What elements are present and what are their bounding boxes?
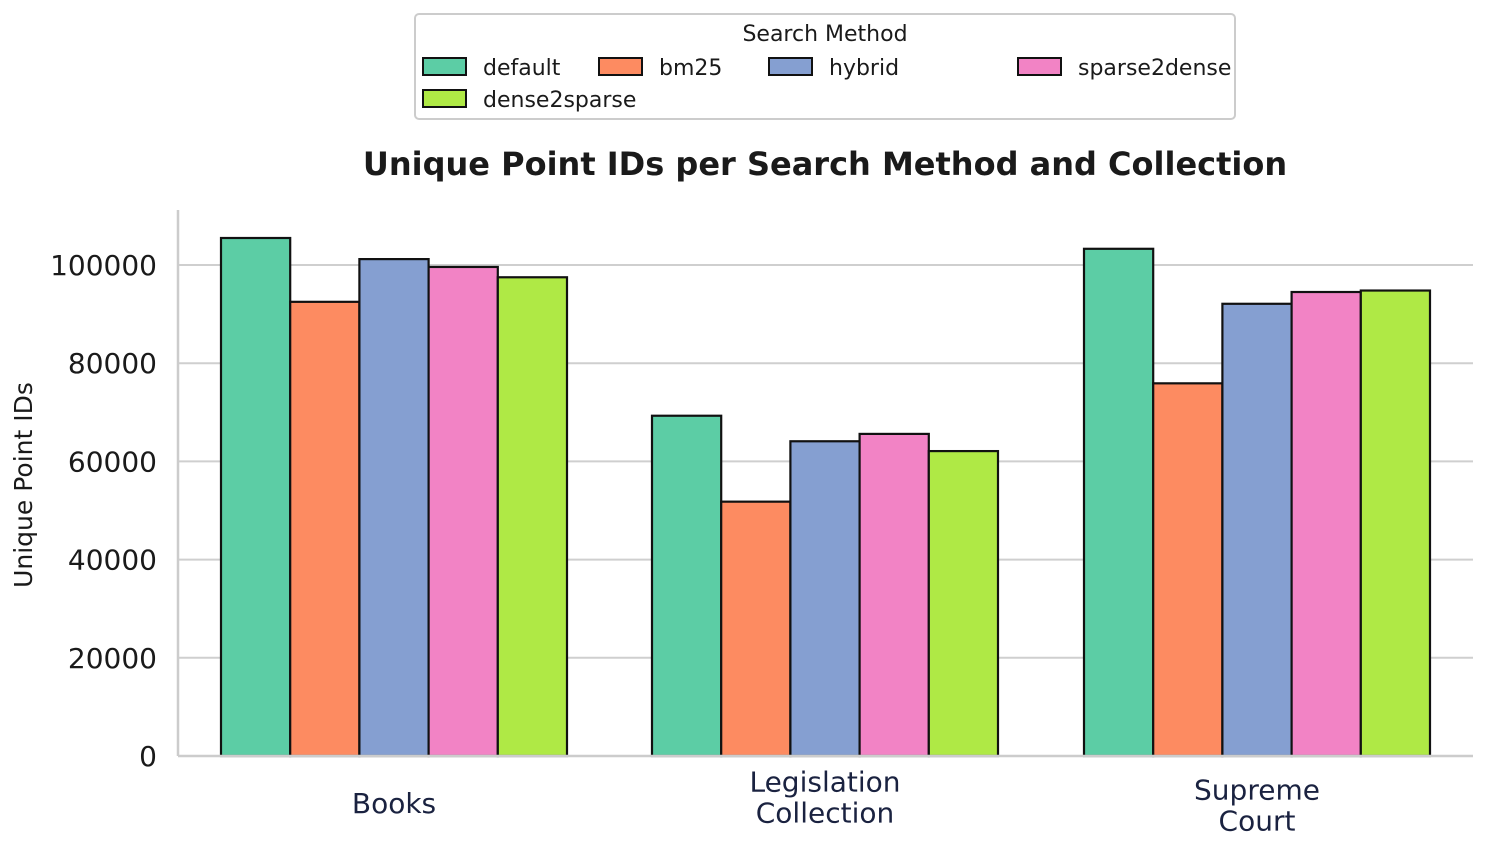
bar-default-0 bbox=[219, 236, 292, 758]
bar-bm25-2 bbox=[1152, 382, 1224, 758]
y-tick-label: 80000 bbox=[68, 347, 157, 380]
y-tick-label: 20000 bbox=[68, 642, 157, 675]
bar-hybrid-0 bbox=[358, 258, 430, 758]
legend-swatch-sparse2dense bbox=[1017, 57, 1062, 76]
legend-swatch-dense2sparse bbox=[422, 89, 467, 108]
bar-bm25-1 bbox=[720, 500, 792, 758]
y-tick-labels: 0 20000 40000 60000 80000 100000 bbox=[50, 249, 157, 773]
legend-title: Search Method bbox=[742, 22, 907, 47]
bar-bm25-0 bbox=[289, 300, 361, 758]
x-category-label: Supreme bbox=[1194, 774, 1320, 807]
y-tick-label: 60000 bbox=[68, 445, 157, 478]
bar-default-1 bbox=[650, 414, 723, 758]
x-category-label: Books bbox=[352, 787, 436, 820]
y-tick-label: 0 bbox=[139, 740, 157, 773]
bar-default-2 bbox=[1082, 247, 1155, 758]
legend: Search Method default bm25 hybrid sparse2de… bbox=[414, 13, 1236, 120]
x-category-label: Legislation bbox=[749, 766, 900, 799]
y-tick-label: 40000 bbox=[68, 544, 157, 577]
chart-title: Unique Point IDs per Search Method and C… bbox=[363, 145, 1287, 183]
x-category-label: Court bbox=[1219, 805, 1296, 838]
legend-label-hybrid: hybrid bbox=[829, 56, 899, 81]
legend-label-default: default bbox=[483, 56, 561, 81]
bar-sparse2dense-1 bbox=[858, 432, 930, 758]
bar-hybrid-1 bbox=[789, 440, 861, 758]
legend-label-sparse2dense: sparse2dense bbox=[1078, 56, 1231, 81]
legend-frame bbox=[414, 13, 1236, 120]
bar-dense2sparse-1 bbox=[927, 449, 1000, 758]
legend-label-bm25: bm25 bbox=[659, 56, 722, 81]
legend-label-dense2sparse: dense2sparse bbox=[483, 88, 636, 113]
bar-sparse2dense-0 bbox=[427, 265, 499, 758]
bars bbox=[219, 236, 1432, 758]
y-tick-label: 100000 bbox=[50, 249, 157, 282]
legend-swatch-hybrid bbox=[768, 57, 813, 76]
legend-items: default bm25 hybrid sparse2dense dense2spars… bbox=[422, 56, 1231, 113]
bar-hybrid-2 bbox=[1221, 302, 1293, 758]
bar-dense2sparse-2 bbox=[1359, 289, 1432, 758]
y-axis-label: Unique Point IDs bbox=[9, 382, 38, 588]
legend-swatch-bm25 bbox=[598, 57, 643, 76]
bar-dense2sparse-0 bbox=[496, 276, 569, 758]
bar-sparse2dense-2 bbox=[1290, 290, 1362, 758]
axes bbox=[176, 210, 1473, 758]
x-category-label: Collection bbox=[756, 797, 895, 830]
legend-swatch-default bbox=[422, 57, 467, 76]
